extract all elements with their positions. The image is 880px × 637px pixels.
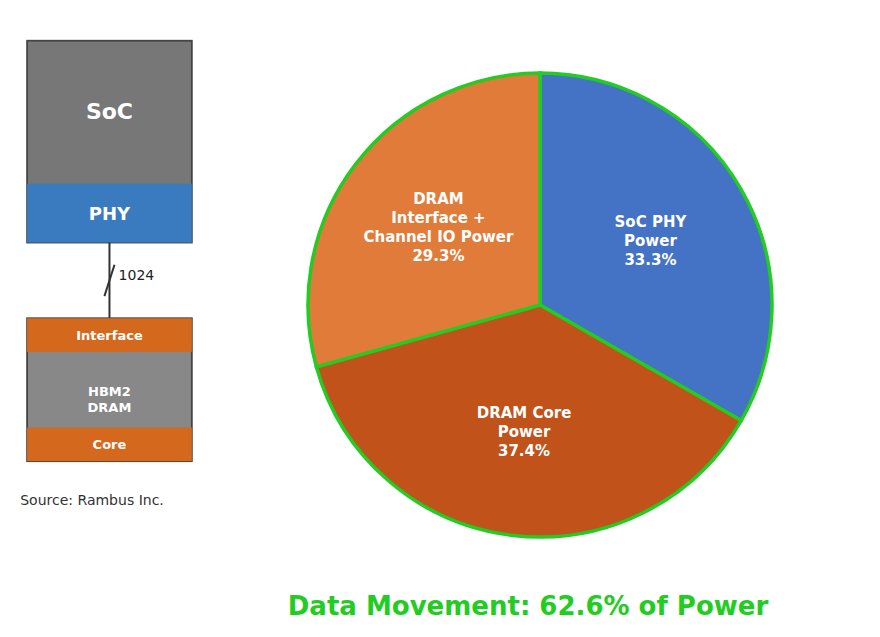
annotation-line: PHY bbox=[89, 203, 131, 224]
annotation: PHY bbox=[89, 203, 131, 224]
title: Data Movement: 62.6% of Power bbox=[288, 591, 769, 621]
interface-box bbox=[27, 318, 192, 352]
data-label-line: Power bbox=[624, 232, 677, 250]
pie bbox=[308, 73, 772, 537]
annotation: SoC bbox=[86, 99, 133, 124]
connector-slash bbox=[104, 265, 114, 296]
data-label-line: SoC PHY bbox=[615, 213, 688, 231]
soc-box bbox=[27, 41, 192, 243]
annotation-line: Source: Rambus Inc. bbox=[20, 492, 164, 508]
annotation-line: Interface bbox=[76, 328, 143, 343]
annotation-line: SoC bbox=[86, 99, 133, 124]
data-label: SoC PHYPower33.3% bbox=[615, 213, 688, 269]
data-label-line: 37.4% bbox=[498, 442, 550, 460]
data-label-line: Power bbox=[498, 423, 551, 441]
annotation-line: 1024 bbox=[119, 267, 155, 283]
annotation: Core bbox=[93, 437, 127, 452]
hbm-box bbox=[27, 318, 192, 461]
annotation-line: DRAM bbox=[88, 400, 132, 415]
pie-slice bbox=[308, 73, 540, 367]
diagram: SoC PHY 1024 Interface HBM2DRAM Core Source: R… bbox=[20, 41, 192, 509]
data-label-line: DRAM Core bbox=[477, 404, 572, 422]
annotation: Interface bbox=[76, 328, 143, 343]
annotation-line: Core bbox=[93, 437, 127, 452]
data-label-line: DRAM bbox=[413, 190, 464, 208]
chart: SoC PHYPower33.3%DRAM CorePower37.4%DRAM… bbox=[0, 0, 880, 637]
data-label-line: Interface + bbox=[391, 209, 486, 227]
annotation: HBM2DRAM bbox=[88, 384, 132, 415]
annotation: 1024 bbox=[119, 267, 155, 283]
annotation-line: HBM2 bbox=[88, 384, 131, 399]
core-box bbox=[27, 428, 192, 462]
data-label: DRAMInterface +Channel IO Power29.3% bbox=[363, 190, 514, 265]
data-labels: SoC PHYPower33.3%DRAM CorePower37.4%DRAM… bbox=[363, 190, 687, 459]
data-label-line: 29.3% bbox=[412, 247, 464, 265]
phy-box bbox=[27, 184, 192, 243]
data-label-line: Channel IO Power bbox=[363, 228, 514, 246]
data-label-line: 33.3% bbox=[624, 251, 676, 269]
annotation: Source: Rambus Inc. bbox=[20, 492, 164, 508]
data-label: DRAM CorePower37.4% bbox=[477, 404, 572, 460]
